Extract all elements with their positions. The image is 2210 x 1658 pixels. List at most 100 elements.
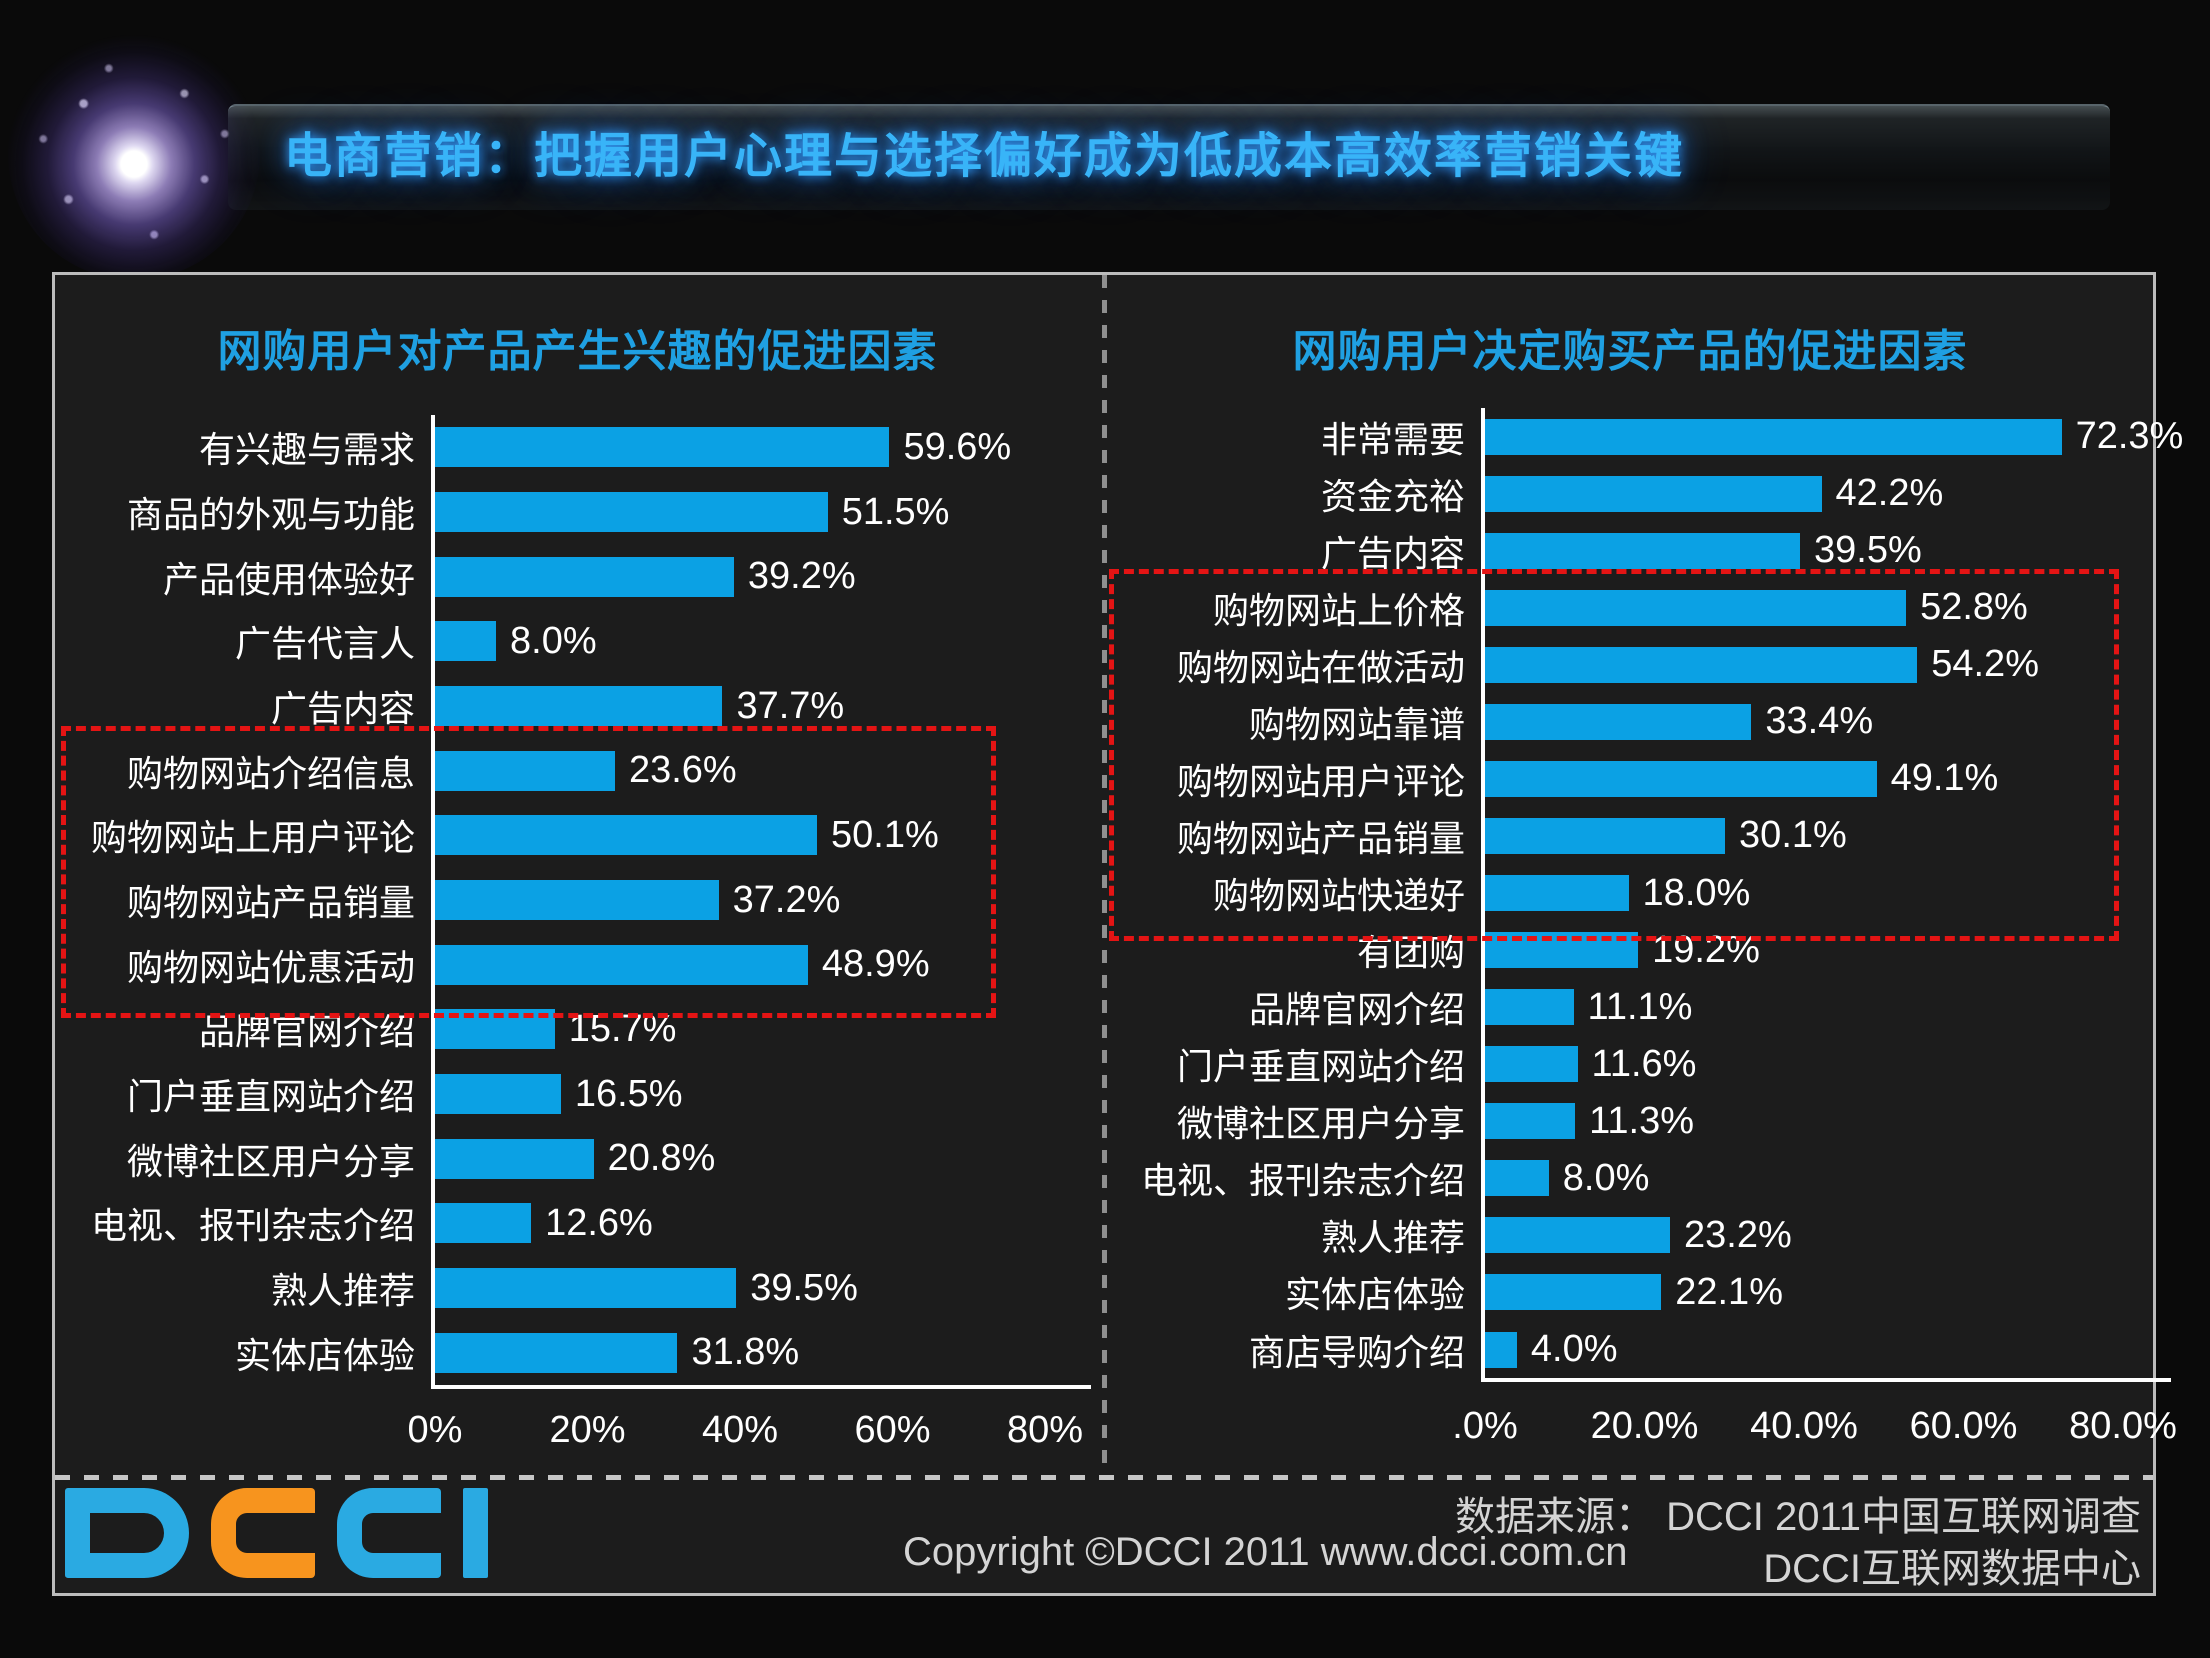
bar (435, 1074, 561, 1115)
chart-row: 实体店体验 31.8% (65, 1320, 1045, 1386)
category-label: 实体店体验 (234, 1334, 415, 1376)
value-label: 72.3% (2075, 415, 2184, 458)
value-label: 11.6% (1591, 1042, 1697, 1085)
x-axis-line (1481, 1378, 2171, 1382)
value-label: 59.6% (903, 425, 1012, 468)
bar-zone: 12.6% (431, 1191, 1045, 1256)
page-title: 电商营销：把握用户心理与选择偏好成为低成本高效率营销关键 (284, 130, 1685, 183)
chart-row: 品牌官网介绍 11.1% (1113, 978, 2123, 1036)
chart-panel-left: 网购用户对产品产生兴趣的促进因素 有兴趣与需求 59.6% 商品的外观与功能 51.5… (55, 275, 1100, 1475)
category-label: 购物网站产品销量 (1176, 817, 1465, 859)
bar (1485, 1217, 1671, 1254)
value-label: 8.0% (1562, 1156, 1650, 1199)
chart-row: 有兴趣与需求 59.6% (65, 415, 1045, 480)
value-label: 54.2% (1931, 643, 2039, 686)
bar-zone: 54.2% (1481, 636, 2123, 694)
value-label: 20.8% (607, 1137, 716, 1180)
bar-rows: 非常需要 72.3% 资金充裕 42.2% 广告内容 39.5% 购物网站上价格 52.8% 购… (1113, 408, 2183, 1379)
bar-zone: 39.5% (1481, 522, 2123, 580)
value-label: 50.1% (831, 813, 939, 856)
bar (435, 944, 808, 985)
chart-row: 门户垂直网站介绍 16.5% (65, 1061, 1045, 1127)
value-label: 48.9% (821, 943, 930, 986)
chart-row: 购物网站产品销量 37.2% (65, 867, 1045, 933)
bar-zone: 4.0% (1481, 1321, 2123, 1379)
category-label: 资金充裕 (1320, 475, 1465, 517)
category-label: 有兴趣与需求 (198, 429, 415, 471)
bar (1485, 475, 1822, 512)
copyright-text: Copyright ©DCCI 2011 www.dcci.com.cn (903, 1530, 1628, 1574)
bar (435, 427, 890, 468)
bar-zone: 49.1% (1481, 750, 2123, 808)
value-label: 22.1% (1675, 1270, 1783, 1313)
bar (435, 815, 817, 856)
bar-zone: 50.1% (431, 803, 1045, 868)
x-axis-line (431, 1385, 1091, 1389)
category-label: 产品使用体验好 (162, 558, 415, 600)
logo-letter-i (463, 1488, 488, 1578)
value-label: 49.1% (1890, 757, 1999, 800)
chart-row: 商品的外观与功能 51.5% (65, 479, 1045, 545)
chart-row: 微博社区用户分享 11.3% (1113, 1092, 2123, 1150)
bar-zone: 18.0% (1481, 864, 2123, 922)
highlight-box (1109, 569, 2119, 941)
value-label: 37.2% (732, 878, 841, 921)
bar-zone: 37.2% (431, 867, 1045, 933)
value-label: 23.2% (1684, 1213, 1792, 1256)
value-label: 39.5% (750, 1266, 858, 1309)
bar-zone: 20.8% (431, 1126, 1045, 1192)
bar (1485, 1103, 1576, 1140)
category-label: 购物网站上价格 (1212, 589, 1465, 631)
bar (435, 621, 496, 662)
starburst-image (8, 28, 260, 280)
category-label: 购物网站在做活动 (1176, 646, 1465, 688)
category-label: 门户垂直网站介绍 (1176, 1046, 1465, 1088)
x-tick-label: 60.0% (1909, 1405, 2018, 1447)
value-label: 39.2% (747, 555, 856, 598)
chart-row: 非常需要 72.3% (1113, 408, 2183, 466)
category-label: 熟人推荐 (1320, 1217, 1465, 1259)
value-label: 33.4% (1765, 700, 1874, 743)
bar-zone: 39.2% (431, 544, 1045, 610)
bar-zone: 31.8% (431, 1320, 1045, 1386)
value-label: 51.5% (841, 490, 950, 533)
bar (1485, 589, 1907, 626)
header-title-bar: 电商营销：把握用户心理与选择偏好成为低成本高效率营销关键 (228, 104, 2110, 210)
footer: Copyright ©DCCI 2011 www.dcci.com.cn 数据来… (55, 1480, 2153, 1594)
category-label: 购物网站介绍信息 (126, 752, 415, 794)
value-label: 30.1% (1739, 814, 1847, 857)
x-tick-label: 80% (1006, 1409, 1084, 1451)
category-label: 购物网站上用户评论 (90, 817, 415, 859)
value-label: 19.2% (1652, 928, 1760, 971)
chart-row: 门户垂直网站介绍 11.6% (1113, 1035, 2123, 1093)
bar-zone: 39.5% (431, 1255, 1045, 1321)
bar (435, 1332, 678, 1373)
bar-zone: 23.2% (1481, 1206, 2123, 1264)
bar (435, 1203, 532, 1244)
value-label: 12.6% (545, 1201, 653, 1244)
bar (1485, 418, 2062, 455)
category-label: 商品的外观与功能 (126, 494, 415, 535)
category-label: 购物网站产品销量 (126, 882, 415, 924)
category-label: 门户垂直网站介绍 (126, 1076, 415, 1118)
bar (435, 1268, 737, 1309)
chart-row: 购物网站用户评论 49.1% (1113, 750, 2123, 808)
value-label: 4.0% (1530, 1328, 1618, 1371)
bar (1485, 760, 1877, 797)
vertical-dashed-divider (1102, 275, 1107, 1475)
category-label: 购物网站快递好 (1212, 875, 1465, 917)
bar (1485, 703, 1752, 740)
logo-letter-d (65, 1488, 189, 1578)
value-label: 52.8% (1920, 586, 2028, 629)
x-tick-label: 20.0% (1590, 1405, 1699, 1447)
x-tick-label: 20% (549, 1409, 626, 1451)
bar (1485, 1046, 1578, 1083)
category-label: 实体店体验 (1284, 1274, 1465, 1316)
content-box: 网购用户对产品产生兴趣的促进因素 有兴趣与需求 59.6% 商品的外观与功能 51.5… (52, 272, 2183, 1596)
bar (435, 880, 719, 921)
bar-zone: 8.0% (1481, 1149, 2123, 1207)
value-label: 8.0% (510, 619, 597, 662)
dcci-logo (65, 1488, 488, 1578)
x-tick-label: 60% (854, 1409, 931, 1451)
